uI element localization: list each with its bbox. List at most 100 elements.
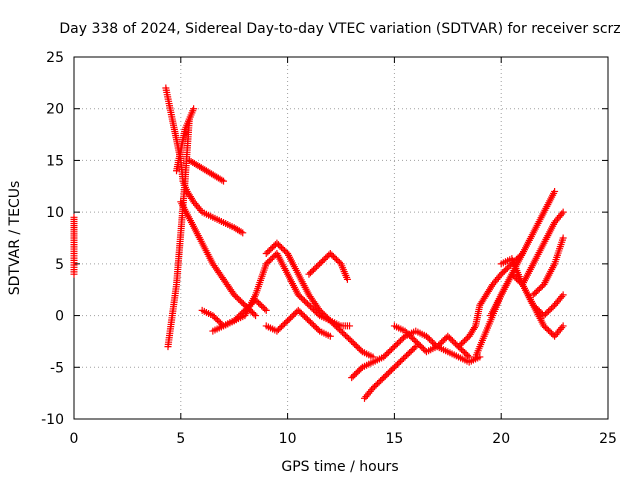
data-point xyxy=(262,250,270,258)
data-point xyxy=(412,337,420,345)
data-point xyxy=(233,294,241,302)
data-point xyxy=(541,310,549,318)
data-point xyxy=(345,334,353,342)
y-tick-label: -5 xyxy=(50,360,64,376)
data-point xyxy=(237,228,245,236)
data-point xyxy=(505,263,513,271)
data-point xyxy=(238,298,246,306)
data-point xyxy=(531,289,539,297)
data-point xyxy=(548,304,556,312)
data-point xyxy=(343,333,351,341)
data-point xyxy=(351,371,359,379)
data-point xyxy=(249,299,257,307)
data-point xyxy=(540,312,548,320)
series-s1 xyxy=(70,213,78,278)
data-point xyxy=(387,346,395,354)
data-point xyxy=(281,320,289,328)
data-point xyxy=(319,309,327,317)
data-point xyxy=(390,363,398,371)
data-point xyxy=(319,257,327,265)
data-point xyxy=(326,317,334,325)
data-point xyxy=(392,362,400,370)
data-point xyxy=(546,306,554,314)
data-point xyxy=(264,248,272,256)
data-point xyxy=(415,340,423,348)
data-point xyxy=(190,105,198,113)
data-point xyxy=(311,323,319,331)
data-point xyxy=(273,327,281,335)
data-point xyxy=(418,343,426,351)
data-point xyxy=(264,258,272,266)
data-point xyxy=(235,312,243,320)
data-point xyxy=(314,261,322,269)
data-point xyxy=(407,347,415,355)
data-point xyxy=(291,309,299,317)
data-point xyxy=(543,309,551,317)
data-point xyxy=(509,272,517,280)
series-s9 xyxy=(262,239,377,361)
data-point xyxy=(559,208,567,216)
data-point xyxy=(252,296,260,304)
data-point xyxy=(500,267,508,275)
data-point xyxy=(276,242,284,250)
data-point xyxy=(436,340,444,348)
data-point xyxy=(351,340,359,348)
data-point xyxy=(439,337,447,345)
data-point xyxy=(459,338,467,346)
data-point xyxy=(559,234,567,242)
data-point xyxy=(355,366,363,374)
data-point xyxy=(218,176,226,184)
data-point xyxy=(349,339,357,347)
data-point xyxy=(313,324,321,332)
x-tick-label: 15 xyxy=(385,431,403,447)
data-point xyxy=(303,300,311,308)
data-point xyxy=(287,314,295,322)
x-tick-label: 0 xyxy=(70,431,79,447)
data-point xyxy=(320,255,328,263)
data-point xyxy=(242,305,250,313)
series-s11 xyxy=(305,250,351,283)
data-point xyxy=(256,300,264,308)
data-point xyxy=(273,239,281,247)
data-point xyxy=(497,270,505,278)
y-tick-labels: -10 -5 0 5 10 15 20 25 xyxy=(41,50,64,428)
data-point xyxy=(317,308,325,316)
y-tick-label: 20 xyxy=(46,102,64,118)
data-point xyxy=(249,309,257,317)
data-point xyxy=(383,371,391,379)
data-point xyxy=(197,206,205,214)
data-point xyxy=(393,340,401,348)
data-point xyxy=(285,315,293,323)
series-s10 xyxy=(262,306,334,340)
x-tick-label: 20 xyxy=(492,431,510,447)
data-point xyxy=(236,297,244,305)
data-point xyxy=(400,334,408,342)
data-point xyxy=(400,354,408,362)
data-point xyxy=(210,313,218,321)
x-tick-label: 10 xyxy=(279,431,297,447)
data-point xyxy=(306,318,314,326)
series-s5 xyxy=(177,198,260,320)
data-point xyxy=(444,332,452,340)
data-point xyxy=(541,323,549,331)
data-point xyxy=(348,337,356,345)
data-point xyxy=(407,333,415,341)
data-point xyxy=(395,359,403,367)
data-point xyxy=(544,326,552,334)
data-point xyxy=(320,311,328,319)
data-point xyxy=(535,285,543,293)
data-point xyxy=(294,291,302,299)
data-point xyxy=(558,210,566,218)
data-point xyxy=(255,299,263,307)
data-point xyxy=(342,332,350,340)
data-point xyxy=(534,286,542,294)
data-point xyxy=(471,324,478,332)
data-point xyxy=(317,258,325,266)
data-point xyxy=(270,252,278,260)
data-point xyxy=(397,357,405,365)
series-s20 xyxy=(529,234,567,299)
data-point xyxy=(384,349,392,357)
data-point xyxy=(276,324,284,332)
series-s4 xyxy=(173,105,198,175)
